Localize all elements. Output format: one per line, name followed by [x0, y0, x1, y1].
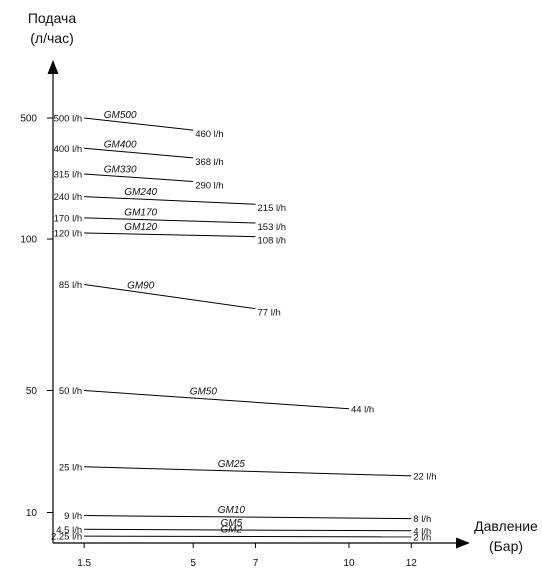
end-label-gm400: 368 l/h: [195, 157, 224, 168]
series-line-gm500: [84, 117, 194, 131]
series-line-gm5: [84, 528, 412, 532]
end-label-gm500: 460 l/h: [195, 129, 224, 140]
series-name-gm90: GM90: [127, 280, 155, 291]
start-label-gm240: 240 l/h: [54, 192, 83, 203]
series-line-gm400: [84, 147, 194, 159]
x-axis-arrow: [456, 537, 470, 549]
start-label-gm90: 85 l/h: [59, 280, 82, 291]
series-line-gm25: [84, 466, 412, 477]
series-line-gm2: [84, 535, 412, 538]
series-name-gm500: GM500: [104, 110, 137, 121]
start-label-gm170: 170 l/h: [54, 213, 83, 224]
x-tick-label: 7: [253, 558, 259, 569]
end-label-gm90: 77 l/h: [258, 308, 281, 319]
y-axis-title-line1: Подача: [28, 10, 76, 26]
end-label-gm120: 108 l/h: [258, 236, 287, 247]
x-tick-label: 12: [406, 558, 418, 569]
series-name-gm120: GM120: [124, 222, 157, 233]
end-label-gm10: 8 l/h: [413, 514, 431, 525]
start-label-gm330: 315 l/h: [54, 169, 83, 180]
start-label-gm2: 2.25 l/h: [51, 532, 82, 543]
end-label-gm5: 4 l/h: [413, 526, 431, 537]
series-name-gm170: GM170: [124, 208, 157, 219]
y-axis-title-line2: (л/час): [30, 30, 73, 46]
series-line-gm240: [84, 196, 256, 205]
series-name-gm10: GM10: [218, 505, 246, 516]
y-tick-label: 50: [26, 386, 38, 397]
series-line-gm50: [84, 390, 349, 410]
start-label-gm500: 500 l/h: [54, 114, 83, 125]
series-name-gm50: GM50: [190, 387, 218, 398]
end-label-gm170: 153 l/h: [258, 222, 287, 233]
series-name-gm400: GM400: [104, 139, 137, 150]
end-label-gm25: 22 l/h: [413, 471, 436, 482]
series-name-gm240: GM240: [124, 187, 157, 198]
start-label-gm120: 120 l/h: [54, 228, 83, 239]
end-label-gm240: 215 l/h: [258, 203, 287, 214]
end-label-gm2: 2 l/h: [413, 532, 431, 543]
end-label-gm50: 44 l/h: [351, 404, 374, 415]
x-tick-label: 1.5: [77, 558, 91, 569]
y-axis-arrow: [47, 60, 59, 74]
x-axis-title-line2: (Бар): [489, 538, 523, 554]
series-line-gm10: [84, 515, 412, 520]
y-tick-label: 500: [20, 114, 37, 125]
y-tick-label: 100: [20, 235, 37, 246]
start-label-gm10: 9 l/h: [64, 511, 82, 522]
x-axis-title-line1: Давление: [474, 518, 538, 534]
series-line-gm330: [84, 173, 194, 183]
start-label-gm25: 25 l/h: [59, 462, 82, 473]
start-label-gm400: 400 l/h: [54, 144, 83, 155]
start-label-gm5: 4.5 l/h: [56, 525, 82, 536]
series-line-gm170: [84, 217, 256, 224]
series-name-gm330: GM330: [104, 164, 137, 175]
x-tick-label: 10: [343, 558, 355, 569]
start-label-gm50: 50 l/h: [59, 386, 82, 397]
series-name-gm2: GM2: [221, 524, 243, 535]
series-line-gm90: [84, 283, 256, 310]
y-tick-label: 10: [26, 508, 38, 519]
x-tick-label: 5: [190, 558, 196, 569]
end-label-gm330: 290 l/h: [195, 181, 224, 192]
series-name-gm25: GM25: [218, 459, 246, 470]
series-line-gm120: [84, 232, 256, 238]
series-name-gm5: GM5: [221, 518, 243, 529]
